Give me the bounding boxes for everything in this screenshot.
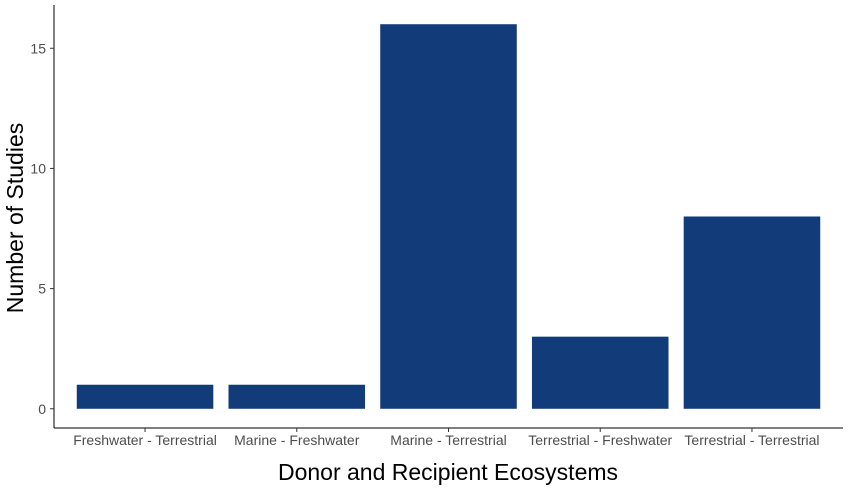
x-tick-label-1: Marine - Freshwater [234, 432, 360, 448]
bars-group [76, 24, 821, 409]
y-tick-label-1: 5 [38, 281, 46, 297]
bar-3 [531, 336, 669, 409]
x-tick-label-4: Terrestrial - Terrestrial [684, 432, 819, 448]
x-tick-label-3: Terrestrial - Freshwater [528, 432, 672, 448]
bar-4 [683, 216, 821, 409]
y-tick-label-0: 0 [38, 401, 46, 417]
bar-2 [380, 24, 517, 409]
y-tick-label-3: 15 [30, 40, 46, 56]
y-axis-title: Number of Studies [2, 123, 28, 313]
bar-1 [228, 384, 366, 409]
x-axis-ticks: Freshwater - Terrestrial Marine - Freshwa… [73, 428, 820, 448]
x-tick-label-0: Freshwater - Terrestrial [73, 432, 217, 448]
y-tick-label-2: 10 [30, 160, 46, 176]
bar-0 [76, 384, 214, 409]
y-axis-ticks: 0 5 10 15 [30, 40, 54, 417]
x-tick-label-2: Marine - Terrestrial [390, 432, 506, 448]
x-axis-title: Donor and Recipient Ecosystems [278, 459, 618, 485]
